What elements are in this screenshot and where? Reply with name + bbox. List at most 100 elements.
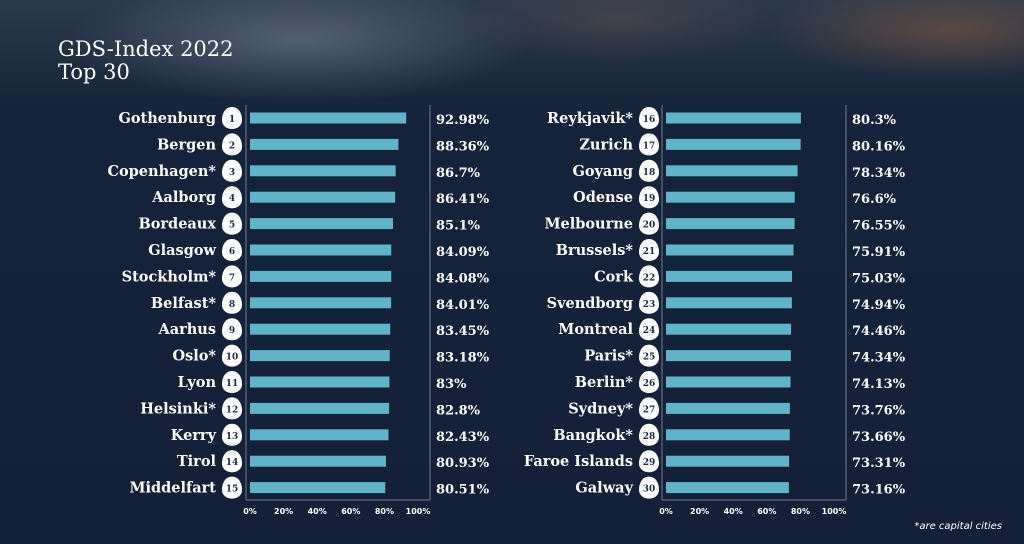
value-label: 84.08%	[436, 271, 490, 286]
bar	[250, 376, 390, 388]
value-label: 73.76%	[852, 403, 906, 418]
rank-number: 4	[229, 194, 235, 204]
bar	[250, 455, 386, 467]
value-label: 83.45%	[436, 324, 490, 339]
bar	[666, 455, 790, 467]
value-label: 80.93%	[436, 456, 490, 471]
rank-badge	[222, 159, 242, 182]
rank-badge	[639, 212, 659, 235]
x-tick-label: 100%	[406, 507, 431, 516]
bar	[250, 218, 393, 230]
bar	[666, 191, 795, 203]
value-label: 74.94%	[852, 298, 906, 313]
bar	[666, 350, 791, 362]
rank-number: 16	[643, 115, 656, 125]
rank-number: 25	[643, 353, 656, 363]
rank-badge	[222, 265, 242, 288]
bar	[666, 138, 801, 150]
value-label: 74.34%	[852, 351, 906, 366]
rank-badge	[639, 450, 659, 473]
bar	[250, 297, 392, 309]
x-tick-label: 20%	[690, 507, 709, 516]
rank-badge	[639, 107, 659, 129]
bar	[250, 482, 386, 494]
bar	[250, 429, 389, 441]
rank-number: 8	[229, 300, 235, 310]
rank-number: 7	[229, 273, 235, 283]
rank-number: 23	[643, 300, 656, 310]
city-label: Svendborg	[547, 295, 633, 312]
rank-number: 29	[643, 458, 656, 468]
bar	[666, 323, 792, 335]
value-label: 75.91%	[852, 245, 906, 260]
city-label: Montreal	[558, 321, 633, 338]
value-label: 74.46%	[852, 324, 906, 339]
rank-badge	[639, 239, 659, 261]
bar	[666, 429, 790, 441]
city-label: Melbourne	[544, 216, 633, 233]
value-label: 85.1%	[436, 219, 481, 234]
rank-badge	[222, 212, 242, 235]
rank-badge	[639, 344, 659, 367]
city-label: Sydney*	[568, 400, 633, 417]
value-label: 73.31%	[852, 456, 906, 471]
bar	[666, 165, 798, 177]
rank-badge	[222, 239, 242, 261]
bar	[666, 112, 801, 124]
value-label: 74.13%	[852, 377, 906, 392]
rank-badge	[639, 133, 659, 156]
rank-badge	[222, 397, 242, 420]
city-label: Goyang	[572, 163, 633, 180]
value-label: 86.41%	[436, 192, 490, 207]
title-line-1: GDS-Index 2022	[58, 37, 234, 61]
rank-number: 9	[229, 326, 235, 336]
rank-badge	[222, 423, 242, 446]
city-label: Bergen	[157, 136, 216, 153]
bar	[250, 350, 390, 362]
rank-number: 15	[226, 485, 239, 495]
value-label: 80.51%	[436, 483, 490, 498]
x-tick-label: 80%	[375, 507, 394, 516]
rank-number: 17	[643, 141, 656, 151]
value-label: 83%	[436, 377, 467, 392]
value-label: 84.01%	[436, 298, 490, 313]
x-tick-label: 60%	[757, 507, 776, 516]
city-label: Middelfart	[129, 480, 216, 497]
rank-number: 21	[643, 247, 656, 257]
title-line-2: Top 30	[58, 60, 130, 84]
value-label: 80.3%	[852, 113, 897, 128]
rank-number: 5	[229, 221, 235, 231]
rank-number: 28	[643, 432, 656, 442]
rank-badge	[222, 318, 242, 341]
city-label: Lyon	[178, 374, 217, 391]
bar	[250, 112, 407, 124]
x-tick-label: 0%	[243, 507, 257, 516]
bar	[250, 270, 392, 282]
value-label: 82.43%	[436, 430, 490, 445]
city-label: Kerry	[171, 427, 217, 444]
rank-number: 1	[229, 115, 235, 125]
rank-number: 26	[643, 379, 656, 389]
value-label: 80.16%	[852, 139, 906, 154]
city-label: Brussels*	[556, 242, 634, 259]
city-label: Helsinki*	[140, 400, 216, 417]
rank-number: 13	[226, 432, 239, 442]
bar	[250, 402, 390, 414]
rank-number: 6	[229, 247, 235, 257]
x-tick-label: 40%	[724, 507, 743, 516]
city-label: Reykjavik*	[547, 110, 633, 127]
bar	[250, 165, 396, 177]
value-label: 76.55%	[852, 219, 906, 234]
rank-number: 19	[643, 194, 656, 204]
city-label: Zurich	[579, 136, 633, 153]
bar	[666, 402, 790, 414]
bar	[250, 138, 399, 150]
value-label: 82.8%	[436, 403, 481, 418]
bar	[250, 323, 391, 335]
rank-badge	[222, 450, 242, 473]
rank-number: 14	[226, 458, 239, 468]
value-label: 73.16%	[852, 483, 906, 498]
rank-badge	[639, 371, 659, 393]
city-label: Oslo*	[172, 348, 216, 365]
